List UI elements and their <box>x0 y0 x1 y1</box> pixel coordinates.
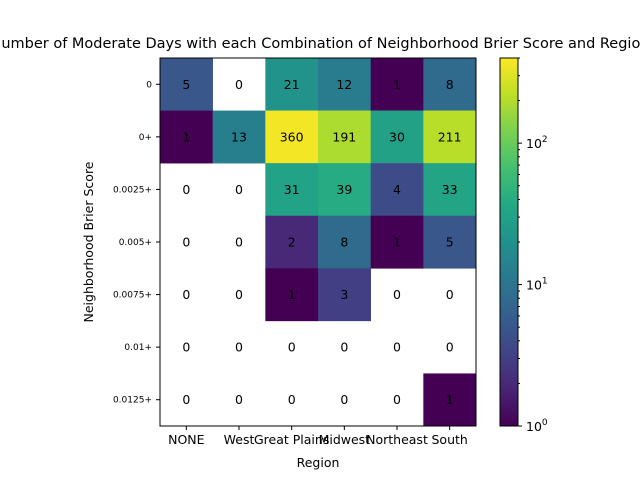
cell-value-label: 0 <box>446 287 454 302</box>
cell-value-label: 0 <box>235 287 243 302</box>
cell-value-label: 5 <box>182 77 190 92</box>
cell-value-label: 1 <box>288 287 296 302</box>
cell-value-label: 0 <box>182 235 190 250</box>
cell-value-label: 0 <box>288 340 296 355</box>
cell-value-label: 12 <box>336 77 352 92</box>
heatmap-cell <box>370 163 424 217</box>
heatmap-cell <box>265 110 319 164</box>
colorbar-tick-label: 101 <box>526 277 548 293</box>
cell-value-label: 211 <box>438 129 462 144</box>
y-tick-label: 0 <box>146 80 152 90</box>
cell-value-label: 31 <box>284 182 300 197</box>
cell-value-label: 39 <box>336 182 352 197</box>
heatmap-cell <box>318 58 371 111</box>
cell-value-label: 0 <box>182 287 190 302</box>
x-tick-label: Midwest <box>319 432 371 447</box>
cell-value-label: 8 <box>446 77 454 92</box>
cell-value-label: 1 <box>182 129 190 144</box>
heatmap-cell <box>265 268 319 322</box>
heatmap-cell <box>160 110 213 164</box>
y-axis: 0 0+ 0.0025+ 0.005+ 0.0075+ 0.01+ 0.0125+ <box>113 80 160 406</box>
cell-value-label: 0 <box>393 340 401 355</box>
cell-value-label: 13 <box>231 129 247 144</box>
colorbar-tick-label: 100 <box>526 418 548 434</box>
cell-value-label: 0 <box>393 287 401 302</box>
heatmap-cell <box>160 58 213 111</box>
cell-value-label: 0 <box>340 340 348 355</box>
heatmap-cell <box>265 163 319 217</box>
heatmap-cell <box>265 58 319 111</box>
heatmap-cell <box>423 110 477 164</box>
cell-value-label: 3 <box>340 287 348 302</box>
colorbar-tick-label: 102 <box>526 135 548 151</box>
x-tick-label: NONE <box>168 432 205 447</box>
y-tick-label: 0.01+ <box>124 343 152 353</box>
cell-value-label: 1 <box>446 392 454 407</box>
heatmap-cell <box>423 58 477 111</box>
heatmap-cells <box>160 58 477 427</box>
cell-value-label: 30 <box>389 129 405 144</box>
heatmap-cell <box>370 110 424 164</box>
x-tick-label: Northeast <box>366 432 428 447</box>
cell-value-label: 5 <box>446 235 454 250</box>
colorbar-gradient <box>500 58 518 426</box>
x-tick-label: Great Plains <box>254 432 329 447</box>
heatmap-cell <box>423 215 477 269</box>
cell-value-label: 8 <box>340 235 348 250</box>
y-tick-label: 0+ <box>139 133 152 143</box>
y-tick-label: 0.0025+ <box>113 185 152 195</box>
colorbar-ticks: 100 101 102 <box>518 57 548 434</box>
cell-value-label: 0 <box>182 182 190 197</box>
cell-value-label: 0 <box>182 340 190 355</box>
y-tick-label: 0.0075+ <box>113 291 152 301</box>
heatmap-cell <box>318 110 371 164</box>
cell-value-label: 2 <box>288 235 296 250</box>
heatmap-cell <box>318 163 371 217</box>
cell-value-label: 1 <box>393 77 401 92</box>
heatmap-cell <box>370 215 424 269</box>
cell-value-label: 0 <box>182 392 190 407</box>
y-tick-label: 0.005+ <box>119 238 152 248</box>
heatmap-cell <box>423 163 477 217</box>
cell-value-label: 0 <box>288 392 296 407</box>
cell-value-label: 0 <box>235 77 243 92</box>
cell-value-label: 0 <box>235 182 243 197</box>
cell-value-label: 0 <box>235 235 243 250</box>
cell-value-label: 191 <box>332 129 356 144</box>
heatmap-cell <box>318 215 371 269</box>
chart-title: Number of Moderate Days with each Combin… <box>0 36 640 52</box>
cell-value-label: 4 <box>393 182 401 197</box>
colorbar: 100 101 102 <box>499 57 548 434</box>
x-tick-label: West <box>224 432 255 447</box>
cell-value-label: 21 <box>284 77 300 92</box>
cell-value-label: 33 <box>442 182 458 197</box>
heatmap-cell <box>265 215 319 269</box>
heatmap-cell <box>370 58 424 111</box>
cell-value-label: 1 <box>393 235 401 250</box>
cell-value-label: 360 <box>280 129 304 144</box>
cell-value-label: 0 <box>340 392 348 407</box>
cell-value-label: 0 <box>235 340 243 355</box>
cell-value-label: 0 <box>446 340 454 355</box>
x-tick-label: South <box>432 432 468 447</box>
cell-value-label: 0 <box>235 392 243 407</box>
y-tick-label: 0.0125+ <box>113 396 152 406</box>
x-axis-label: Region <box>297 455 340 470</box>
heatmap-cell <box>212 110 266 164</box>
heatmap-cell <box>318 268 371 322</box>
y-axis-label: Neighborhood Brier Score <box>81 161 96 322</box>
heatmap-cell <box>423 373 477 427</box>
cell-value-label: 0 <box>393 392 401 407</box>
